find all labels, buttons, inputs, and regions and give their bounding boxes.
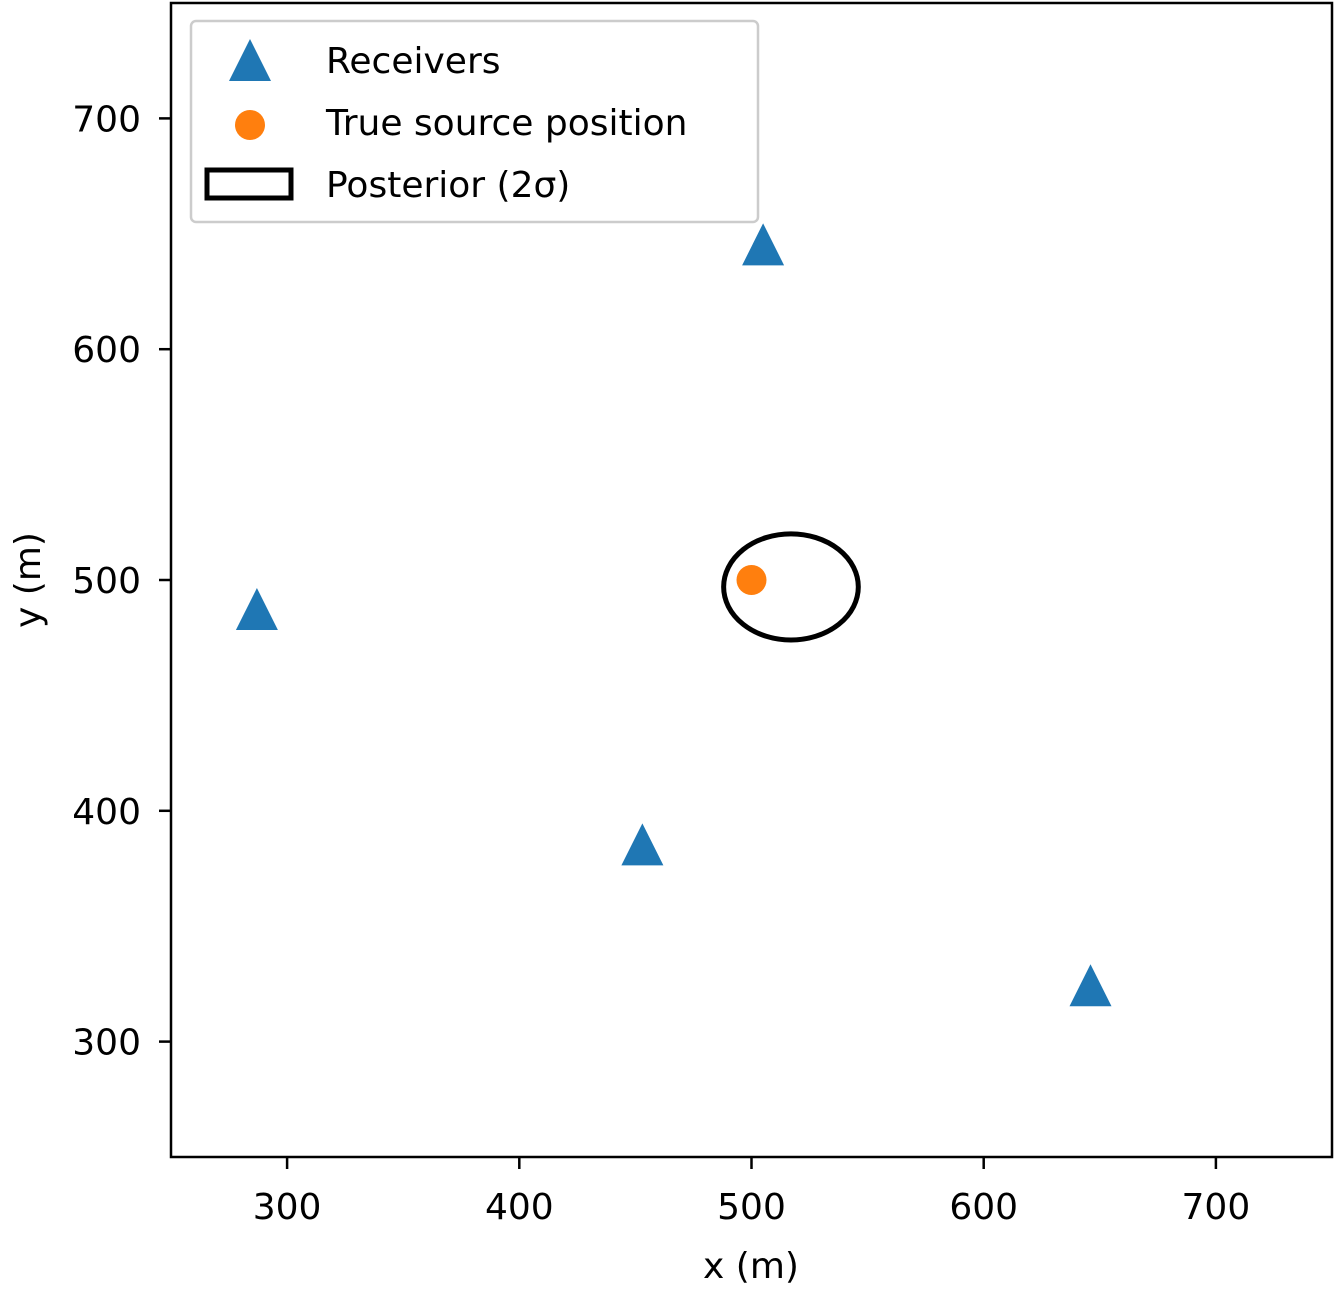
y-tick-label: 300 xyxy=(72,1023,141,1064)
legend-box xyxy=(189,19,760,224)
x-tick-label: 700 xyxy=(1182,1187,1251,1228)
x-tick-label: 400 xyxy=(485,1187,554,1228)
legend-source-label: True source position xyxy=(325,103,688,144)
receiver-marker xyxy=(235,588,278,631)
y-tick-label: 400 xyxy=(72,792,141,833)
legend: Receivers True source position Posterior… xyxy=(189,19,760,224)
x-tick-label: 300 xyxy=(253,1187,322,1228)
x-tick-label: 600 xyxy=(949,1187,1018,1228)
axis-ticks: 300 400 500 600 700 300 400 500 600 700 xyxy=(72,99,1250,1228)
receiver-marker xyxy=(742,223,785,266)
legend-receivers-label: Receivers xyxy=(326,41,501,82)
y-tick-label: 500 xyxy=(72,561,141,602)
posterior-ellipse xyxy=(721,531,861,643)
legend-posterior-label: Posterior (2σ) xyxy=(326,165,570,206)
x-tick-label: 500 xyxy=(717,1187,786,1228)
legend-posterior-marker xyxy=(204,167,294,201)
receiver-marker xyxy=(1069,964,1112,1007)
source-marker xyxy=(736,565,767,595)
legend-source-marker xyxy=(235,110,265,140)
y-tick-label: 700 xyxy=(72,99,141,140)
y-axis-label: y (m) xyxy=(8,532,49,628)
legend-receivers-marker xyxy=(229,39,271,81)
x-axis-label: x (m) xyxy=(703,1246,799,1287)
receiver-marker xyxy=(621,823,664,866)
plot-area xyxy=(235,223,1112,1007)
y-tick-label: 600 xyxy=(72,330,141,371)
